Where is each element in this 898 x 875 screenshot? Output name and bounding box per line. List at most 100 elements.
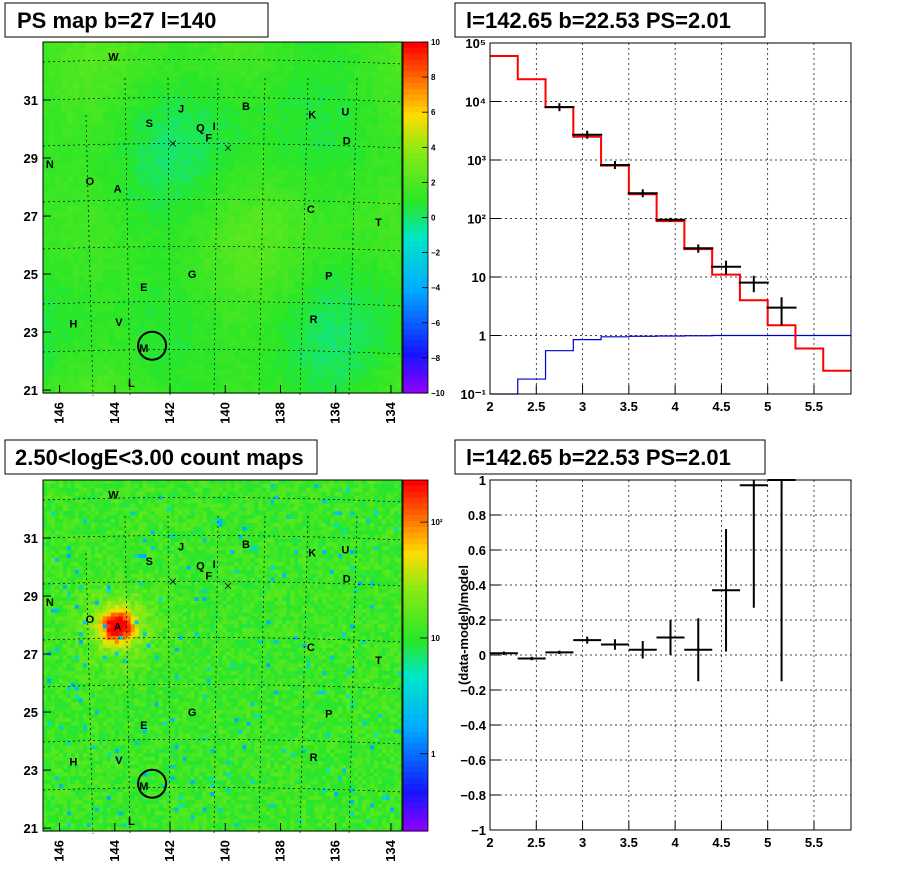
heatmap-cell: [300, 276, 307, 283]
heatmap-cell: [276, 211, 283, 219]
heatmap-cell: [162, 293, 170, 300]
heatmap-cell: [186, 147, 194, 154]
heatmap-cell: [312, 82, 319, 90]
heatmap-cell: [300, 42, 307, 49]
heatmap-cell: [43, 807, 48, 813]
heatmap-cell: [300, 118, 307, 125]
heatmap-cell: [90, 515, 96, 520]
heatmap-cell: [50, 788, 56, 793]
heatmap-cell: [58, 753, 64, 758]
heatmap-cell: [54, 554, 60, 559]
heatmap-cell: [336, 135, 343, 143]
heatmap-cell: [62, 753, 68, 758]
heatmap-cell: [228, 176, 236, 183]
heatmap-cell: [126, 112, 134, 119]
heatmap-cell: [108, 387, 116, 394]
heatmap-cell: [60, 293, 68, 300]
heatmap-cell: [50, 507, 56, 512]
heatmap-cell: [294, 328, 301, 336]
heatmap-cell: [150, 153, 158, 160]
heatmap-cell: [43, 577, 48, 582]
heatmap-cell: [282, 299, 289, 306]
heatmap-cell: [43, 795, 48, 801]
heatmap-cell: [94, 538, 100, 543]
heatmap-cell: [330, 235, 337, 242]
heatmap-cell: [58, 491, 64, 497]
heatmap-cell: [54, 511, 60, 516]
heatmap-cell: [43, 511, 48, 516]
heatmap-cell: [54, 589, 60, 594]
heatmap-cell: [222, 88, 230, 96]
heatmap-cell: [348, 182, 355, 189]
heatmap-cell: [234, 363, 242, 371]
heatmap-cell: [62, 807, 68, 813]
heatmap-cell: [276, 311, 283, 318]
heatmap-cell: [360, 352, 367, 359]
heatmap-cell: [114, 199, 122, 207]
source-label: P: [325, 271, 332, 283]
heatmap-cell: [132, 100, 140, 107]
heatmap-cell: [354, 164, 361, 172]
heatmap-cell: [132, 322, 140, 330]
heatmap-cell: [168, 65, 176, 72]
heatmap-cell: [82, 581, 88, 586]
heatmap-cell: [78, 733, 84, 738]
heatmap-cell: [58, 799, 64, 805]
heatmap-cell: [78, 42, 86, 49]
heatmap-cell: [43, 589, 48, 594]
heatmap-cell: [390, 270, 397, 277]
heatmap-cell: [234, 100, 242, 107]
heatmap-cell: [192, 170, 200, 178]
heatmap-cell: [324, 270, 331, 277]
heatmap-cell: [60, 281, 68, 289]
heatmap-cell: [330, 352, 337, 359]
heatmap-cell: [54, 112, 62, 119]
heatmap-cell: [384, 316, 391, 324]
heatmap-cell: [270, 363, 277, 371]
heatmap-cell: [354, 235, 361, 242]
heatmap-cell: [162, 118, 170, 125]
heatmap-cell: [43, 235, 50, 242]
heatmap-cell: [198, 229, 206, 236]
heatmap-cell: [90, 764, 96, 770]
heatmap-cell: [74, 647, 80, 653]
heatmap-cell: [43, 678, 48, 684]
heatmap-cell: [246, 340, 254, 347]
heatmap-cell: [324, 311, 331, 318]
heatmap-cell: [366, 164, 373, 172]
heatmap-cell: [198, 182, 206, 189]
heatmap-cell: [306, 223, 313, 230]
heatmap-cell: [246, 118, 254, 125]
heatmap-cell: [324, 42, 331, 49]
heatmap-cell: [312, 229, 319, 236]
heatmap-cell: [312, 369, 319, 377]
heatmap-cell: [330, 194, 337, 201]
heatmap-cell: [270, 71, 277, 78]
heatmap-cell: [74, 643, 80, 649]
heatmap-cell: [390, 258, 397, 265]
heatmap-cell: [72, 287, 80, 295]
heatmap-cell: [246, 182, 254, 189]
heatmap-cell: [132, 94, 140, 102]
heatmap-cell: [78, 281, 86, 289]
heatmap-cell: [150, 223, 158, 230]
source-label: L: [128, 378, 135, 390]
heatmap-cell: [114, 340, 122, 347]
heatmap-cell: [132, 311, 140, 318]
heatmap-cell: [86, 803, 92, 809]
heatmap-cell: [318, 170, 325, 178]
heatmap-cell: [66, 643, 72, 649]
heatmap-cell: [396, 276, 403, 283]
heatmap-cell: [78, 112, 86, 119]
heatmap-cell: [60, 47, 68, 55]
heatmap-cell: [360, 322, 367, 330]
heatmap-cell: [204, 123, 212, 131]
heatmap-cell: [50, 569, 56, 575]
heatmap-cell: [84, 42, 92, 49]
heatmap-cell: [354, 53, 361, 61]
heatmap-cell: [54, 717, 60, 723]
heatmap-cell: [144, 123, 152, 131]
heatmap-cell: [58, 792, 64, 797]
heatmap-cell: [132, 276, 140, 283]
heatmap-cell: [300, 352, 307, 359]
